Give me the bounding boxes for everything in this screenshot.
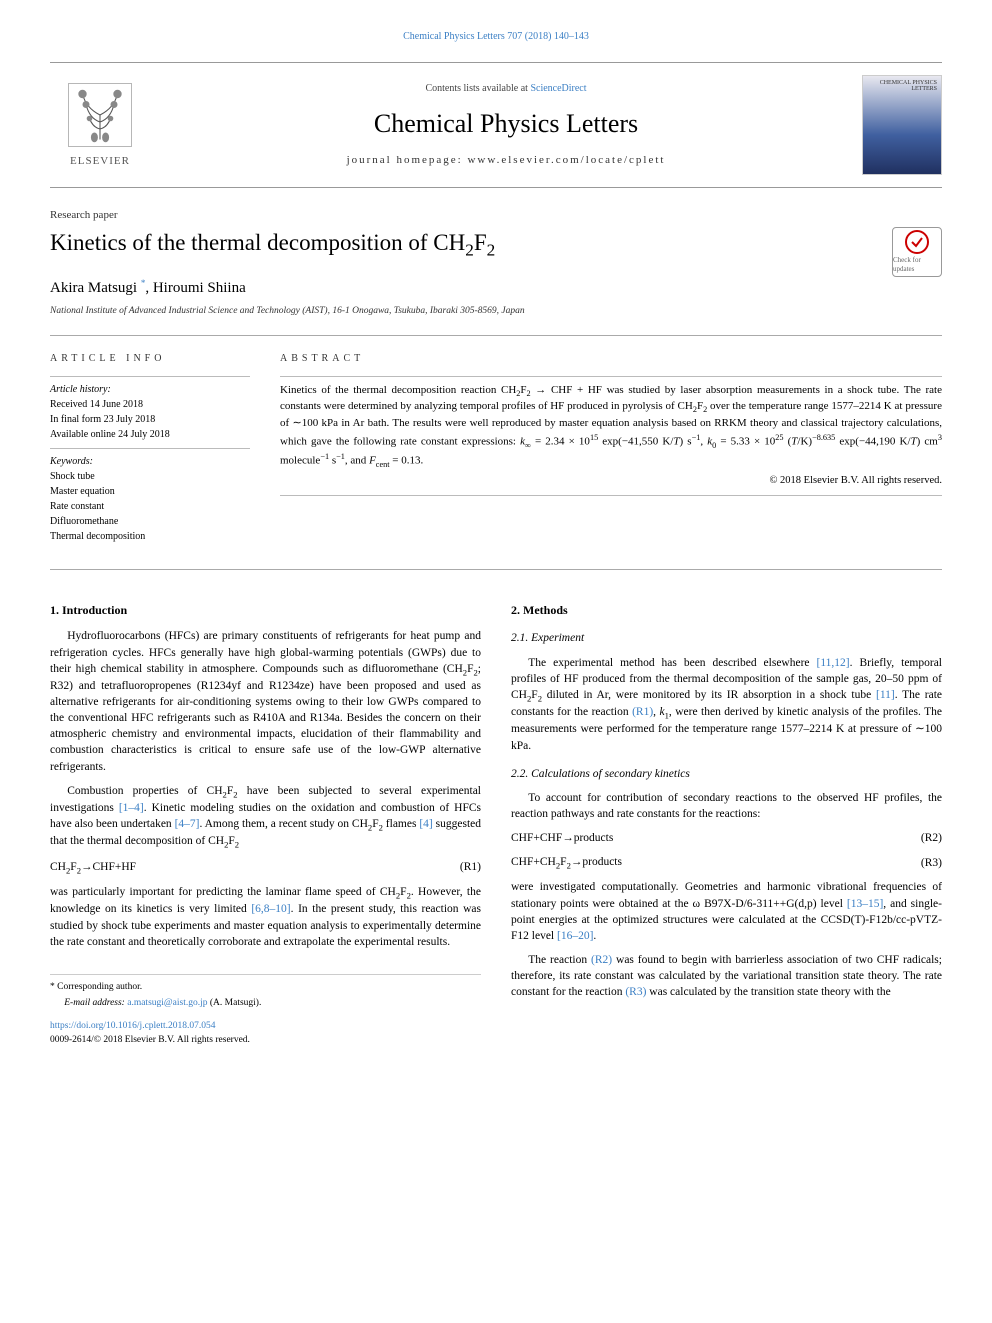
right-column: 2. Methods 2.1. Experiment The experimen… bbox=[511, 590, 942, 1047]
crossmark-label: Check for updates bbox=[893, 256, 941, 276]
publisher-name: ELSEVIER bbox=[70, 154, 130, 169]
sciencedirect-link[interactable]: ScienceDirect bbox=[530, 83, 586, 94]
elsevier-logo[interactable]: ELSEVIER bbox=[50, 75, 150, 175]
authors-line: Akira Matsugi *, Hiroumi Shiina bbox=[50, 277, 942, 299]
email-label: E-mail address: bbox=[64, 998, 125, 1008]
equation-r1-number: (R1) bbox=[460, 859, 481, 875]
equation-r3-formula: CHF+CH2F2→products bbox=[511, 854, 921, 871]
abstract-copyright: © 2018 Elsevier B.V. All rights reserved… bbox=[280, 474, 942, 489]
header-center: Contents lists available at ScienceDirec… bbox=[150, 75, 862, 175]
history-label: Article history: bbox=[50, 384, 111, 395]
journal-cover-thumbnail[interactable]: CHEMICAL PHYSICS LETTERS bbox=[862, 75, 942, 175]
paper-title: Kinetics of the thermal decomposition of… bbox=[50, 227, 892, 263]
journal-cover-label: CHEMICAL PHYSICS LETTERS bbox=[863, 80, 937, 92]
equation-r1-formula: CH2F2→CHF+HF bbox=[50, 859, 460, 876]
intro-p2: Combustion properties of CH2F2 have been… bbox=[50, 783, 481, 851]
author-email-link[interactable]: a.matsugi@aist.go.jp bbox=[127, 998, 207, 1008]
article-info-column: ARTICLE INFO Article history: Received 1… bbox=[50, 352, 250, 545]
corresponding-author-footer: * Corresponding author. E-mail address: … bbox=[50, 974, 481, 1011]
journal-header: ELSEVIER Contents lists available at Sci… bbox=[50, 62, 942, 188]
methods-p22a: To account for contribution of secondary… bbox=[511, 790, 942, 822]
journal-citation-link[interactable]: Chemical Physics Letters 707 (2018) 140–… bbox=[50, 30, 942, 44]
body-columns: 1. Introduction Hydrofluorocarbons (HFCs… bbox=[50, 590, 942, 1047]
equation-r2-number: (R2) bbox=[921, 830, 942, 846]
keyword: Thermal decomposition bbox=[50, 530, 250, 544]
methods-p21: The experimental method has been describ… bbox=[511, 655, 942, 754]
paper-type-label: Research paper bbox=[50, 208, 942, 223]
section-2-2-heading: 2.2. Calculations of secondary kinetics bbox=[511, 766, 942, 782]
keyword: Shock tube bbox=[50, 470, 250, 484]
abstract-column: ABSTRACT Kinetics of the thermal decompo… bbox=[280, 352, 942, 545]
methods-p22b: were investigated computationally. Geome… bbox=[511, 879, 942, 943]
affiliation: National Institute of Advanced Industria… bbox=[50, 305, 942, 318]
keywords-label: Keywords: bbox=[50, 456, 93, 467]
keyword: Difluoromethane bbox=[50, 515, 250, 529]
section-2-heading: 2. Methods bbox=[511, 602, 942, 619]
corresponding-author-note: * Corresponding author. bbox=[50, 981, 481, 994]
history-final-form: In final form 23 July 2018 bbox=[50, 413, 250, 427]
crossmark-badge[interactable]: Check for updates bbox=[892, 227, 942, 277]
email-author-name: (A. Matsugi). bbox=[210, 998, 261, 1008]
doi-link[interactable]: https://doi.org/10.1016/j.cplett.2018.07… bbox=[50, 1020, 481, 1033]
equation-r1: CH2F2→CHF+HF (R1) bbox=[50, 859, 481, 876]
left-column: 1. Introduction Hydrofluorocarbons (HFCs… bbox=[50, 590, 481, 1047]
section-2-1-heading: 2.1. Experiment bbox=[511, 630, 942, 646]
abstract-text: Kinetics of the thermal decomposition re… bbox=[280, 383, 942, 471]
section-1-heading: 1. Introduction bbox=[50, 602, 481, 619]
abstract-heading: ABSTRACT bbox=[280, 352, 942, 366]
equation-r2-formula: CHF+CHF→products bbox=[511, 830, 921, 846]
doi-block: https://doi.org/10.1016/j.cplett.2018.07… bbox=[50, 1020, 481, 1047]
contents-prefix: Contents lists available at bbox=[425, 83, 530, 94]
methods-p22c: The reaction (R2) was found to begin wit… bbox=[511, 952, 942, 1000]
equation-r3-number: (R3) bbox=[921, 855, 942, 871]
history-received: Received 14 June 2018 bbox=[50, 398, 250, 412]
intro-p1: Hydrofluorocarbons (HFCs) are primary co… bbox=[50, 628, 481, 774]
keywords-block: Keywords: Shock tube Master equation Rat… bbox=[50, 455, 250, 544]
email-line: E-mail address: a.matsugi@aist.go.jp (A.… bbox=[50, 997, 481, 1010]
journal-homepage-link[interactable]: journal homepage: www.elsevier.com/locat… bbox=[150, 153, 862, 168]
keyword: Master equation bbox=[50, 485, 250, 499]
crossmark-icon bbox=[905, 230, 929, 254]
intro-p3: was particularly important for predictin… bbox=[50, 884, 481, 950]
keyword: Rate constant bbox=[50, 500, 250, 514]
divider bbox=[50, 569, 942, 570]
elsevier-tree-icon bbox=[65, 80, 135, 150]
divider bbox=[50, 335, 942, 336]
contents-available-line: Contents lists available at ScienceDirec… bbox=[150, 82, 862, 96]
article-history: Article history: Received 14 June 2018 I… bbox=[50, 383, 250, 442]
equation-r3: CHF+CH2F2→products (R3) bbox=[511, 854, 942, 871]
journal-title: Chemical Physics Letters bbox=[150, 106, 862, 142]
issn-copyright: 0009-2614/© 2018 Elsevier B.V. All right… bbox=[50, 1034, 481, 1047]
equation-r2: CHF+CHF→products (R2) bbox=[511, 830, 942, 846]
history-online: Available online 24 July 2018 bbox=[50, 428, 250, 442]
article-info-heading: ARTICLE INFO bbox=[50, 352, 250, 366]
